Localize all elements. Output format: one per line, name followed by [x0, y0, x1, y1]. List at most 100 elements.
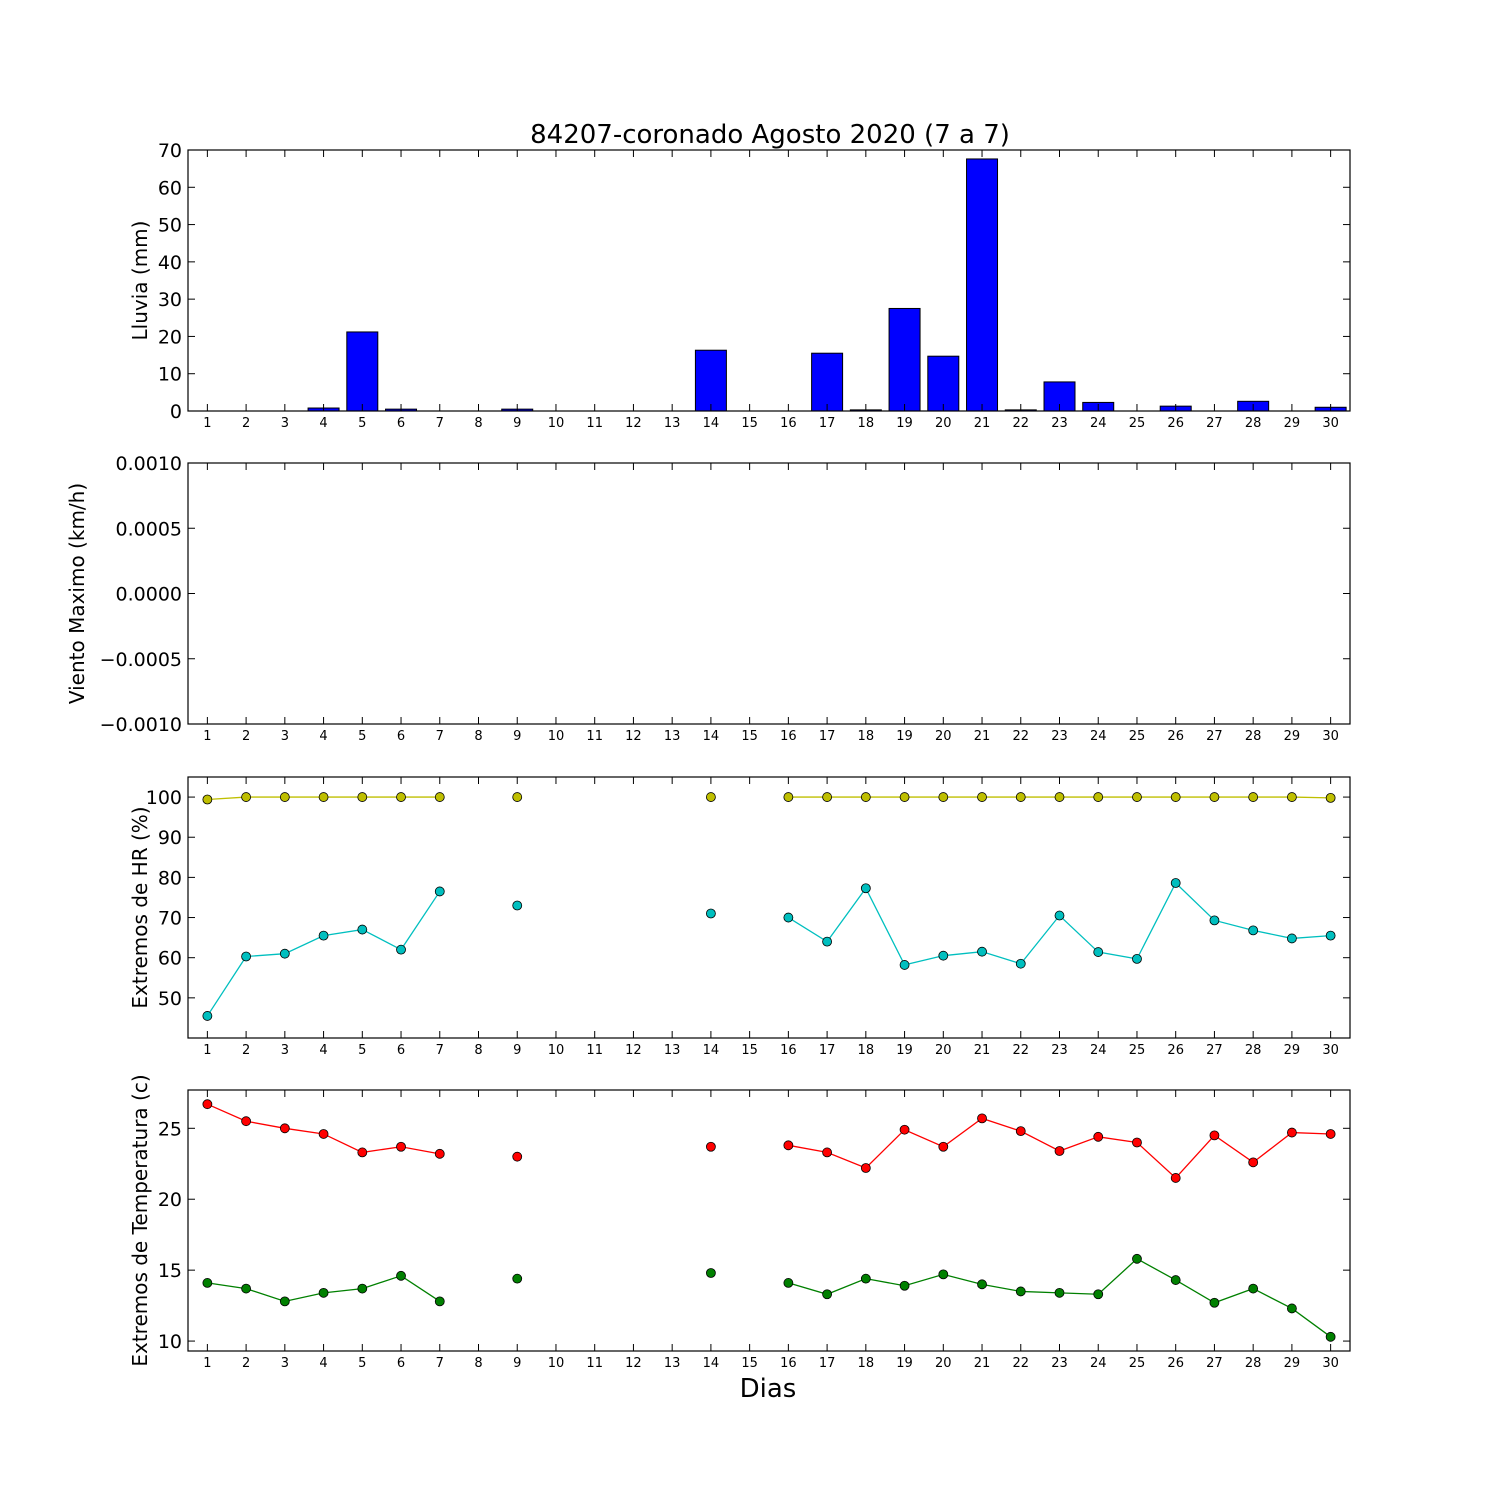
point-series-1-day-22	[1015, 1286, 1026, 1297]
x-tick-label: 27	[1206, 729, 1223, 744]
y-tick-label: 10	[158, 364, 182, 386]
x-tick-label: 8	[474, 1356, 482, 1371]
point-series-0-day-1	[202, 1099, 213, 1110]
x-tick-label: 29	[1284, 416, 1301, 431]
x-tick-label: 20	[935, 729, 952, 744]
point-series-0-day-26	[1170, 1173, 1181, 1183]
point-series-0-day-3	[279, 792, 290, 802]
x-tick-label: 24	[1090, 729, 1107, 744]
x-tick-label: 20	[935, 1043, 952, 1058]
x-tick-label: 18	[858, 729, 875, 744]
point-series-1-day-1	[202, 1011, 213, 1021]
x-tick-label: 30	[1322, 729, 1339, 744]
point-series-0-day-27	[1209, 792, 1220, 802]
x-tick-label: 27	[1206, 1043, 1223, 1058]
point-series-1-day-24	[1093, 1289, 1104, 1300]
point-series-0-day-9	[512, 792, 523, 802]
point-series-0-day-30	[1325, 792, 1336, 803]
x-tick-label: 8	[474, 729, 482, 744]
y-tick-label: 70	[158, 908, 182, 930]
x-tick-label: 3	[281, 1043, 289, 1058]
point-series-0-day-30	[1325, 1129, 1336, 1139]
point-series-0-day-3	[279, 1123, 290, 1134]
x-tick-label: 18	[858, 1356, 875, 1371]
x-tick-label: 12	[625, 729, 642, 744]
y-tick-label: 100	[146, 787, 182, 809]
point-series-0-day-4	[318, 1129, 329, 1139]
x-tick-label: 10	[548, 1043, 565, 1058]
point-series-1-day-18	[860, 1273, 871, 1284]
point-series-0-day-16	[783, 792, 794, 802]
y-tick-label: 0.0000	[116, 584, 182, 606]
x-tick-label: 7	[436, 1043, 444, 1058]
point-series-1-day-5	[357, 1283, 368, 1294]
point-series-0-day-21	[977, 792, 987, 802]
x-tick-label: 19	[896, 1356, 913, 1371]
x-tick-label: 25	[1129, 1356, 1146, 1371]
point-series-0-day-17	[822, 1147, 832, 1158]
point-series-1-day-9	[512, 900, 523, 911]
x-tick-label: 9	[513, 1356, 521, 1371]
point-series-1-day-6	[396, 1270, 406, 1281]
y-axis-label: Extremos de HR (%)	[128, 806, 152, 1008]
point-series-0-day-24	[1093, 1131, 1104, 1142]
x-tick-label: 4	[319, 1356, 327, 1371]
x-tick-label: 7	[436, 729, 444, 744]
x-tick-label: 16	[780, 1356, 797, 1371]
point-series-1-day-7	[434, 1296, 445, 1307]
point-series-1-day-3	[279, 948, 290, 959]
point-series-0-day-26	[1170, 792, 1181, 802]
x-tick-label: 16	[780, 729, 797, 744]
point-series-1-day-5	[357, 924, 368, 935]
point-series-0-day-5	[357, 792, 368, 802]
point-series-0-day-22	[1015, 1126, 1026, 1137]
x-tick-label: 13	[664, 1043, 681, 1058]
axes-frame	[187, 149, 1351, 412]
bar-day-20	[927, 355, 960, 412]
point-series-0-day-21	[977, 1113, 987, 1124]
point-series-1-day-2	[241, 1283, 252, 1294]
x-tick-label: 24	[1090, 1356, 1107, 1371]
y-tick-label: 0.0005	[116, 518, 182, 540]
point-series-0-day-5	[357, 1147, 368, 1158]
x-tick-label: 5	[358, 1043, 366, 1058]
x-tick-label: 23	[1051, 729, 1068, 744]
chart-title: 84207-coronado Agosto 2020 (7 a 7)	[530, 120, 1010, 150]
y-tick-label: 50	[158, 988, 182, 1010]
x-tick-label: 21	[974, 416, 991, 431]
x-tick-label: 6	[397, 729, 405, 744]
point-series-0-day-6	[396, 792, 406, 802]
y-tick-label: 25	[158, 1118, 182, 1140]
x-tick-label: 27	[1206, 1356, 1223, 1371]
point-series-0-day-28	[1248, 792, 1259, 802]
point-series-1-day-17	[822, 936, 832, 947]
x-tick-label: 12	[625, 416, 642, 431]
point-series-0-day-29	[1287, 1127, 1297, 1138]
point-series-1-day-6	[396, 944, 406, 955]
point-series-0-day-14	[706, 792, 716, 802]
x-tick-label: 2	[242, 416, 250, 431]
bar-day-19	[888, 307, 921, 412]
point-series-1-day-27	[1209, 1297, 1220, 1308]
x-tick-label: 14	[703, 1356, 720, 1371]
x-tick-label: 21	[974, 1356, 991, 1371]
y-tick-label: −0.0010	[100, 714, 182, 736]
x-tick-label: 11	[586, 416, 603, 431]
y-axis-label: Extremos de Temperatura (c)	[128, 1074, 152, 1366]
x-tick-label: 3	[281, 729, 289, 744]
x-tick-label: 15	[741, 729, 758, 744]
point-series-1-day-4	[318, 930, 329, 941]
point-series-1-day-20	[938, 950, 949, 961]
x-tick-label: 8	[474, 1043, 482, 1058]
x-tick-label: 29	[1284, 1356, 1301, 1371]
y-tick-label: 30	[158, 289, 182, 311]
x-tick-label: 26	[1167, 729, 1184, 744]
x-tick-label: 16	[780, 1043, 797, 1058]
x-tick-label: 12	[625, 1356, 642, 1371]
x-tick-label: 7	[436, 1356, 444, 1371]
x-tick-label: 23	[1051, 1043, 1068, 1058]
bar-day-14	[694, 349, 727, 412]
x-tick-label: 14	[703, 1043, 720, 1058]
x-tick-label: 3	[281, 416, 289, 431]
